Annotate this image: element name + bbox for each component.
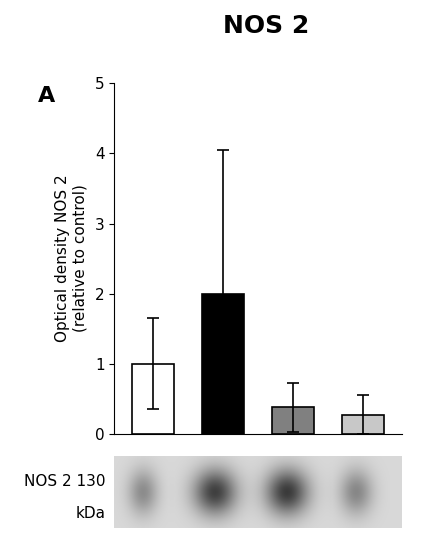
Text: NOS 2 130: NOS 2 130 (24, 474, 106, 489)
Text: kDa: kDa (76, 507, 106, 521)
Bar (132, 364, 174, 434)
Bar (202, 294, 244, 434)
Text: NOS 2: NOS 2 (223, 14, 310, 38)
Y-axis label: Optical density NOS 2
(relative to control): Optical density NOS 2 (relative to contr… (55, 175, 88, 342)
Bar (342, 415, 385, 434)
Bar (272, 407, 314, 434)
Text: A: A (38, 86, 55, 106)
